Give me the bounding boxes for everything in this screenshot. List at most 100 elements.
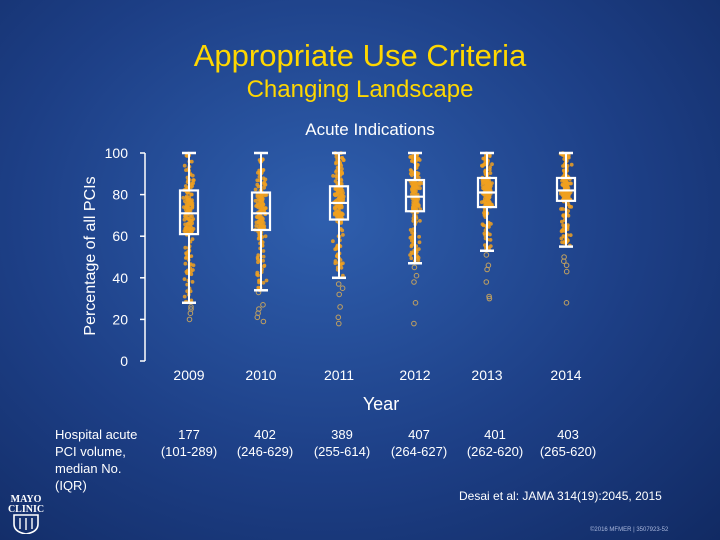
observation-point [486,201,491,206]
y-tick-label: 80 [112,187,128,203]
outlier-point [411,320,417,327]
observation-point [487,154,492,159]
observation-point [411,199,416,204]
observation-point [487,179,492,183]
observation-point [334,187,339,192]
observation-point [257,194,262,199]
observation-point [480,183,485,188]
volume-row-header: Hospital acute PCI volume, median No. (I… [55,427,138,493]
observation-point [189,222,193,227]
observation-point [263,193,268,198]
volume-iqr: (246-629) [236,444,294,459]
observation-point [408,171,413,176]
observation-point [341,233,345,237]
observation-point [482,199,487,204]
outlier-point [411,264,418,271]
observation-point [183,261,188,266]
logo-line-1: MAYO [11,494,42,505]
observation-point [564,181,569,186]
observation-point [412,206,417,211]
outlier-point [255,310,261,317]
observation-point [488,165,492,170]
mayo-clinic-logo: MAYO CLINIC [8,494,44,534]
observation-point [191,227,196,231]
x-axis: 2009 2010 2011 2012 2013 2014 [173,367,581,383]
outlier-point [188,304,194,310]
observation-point [189,298,194,303]
outlier-point [484,266,490,273]
observation-point [566,209,571,213]
observation-point [338,211,343,216]
outlier-point [413,272,420,279]
observation-point [482,156,487,161]
observation-point [416,258,421,263]
volume-iqr: (255-614) [313,444,371,459]
outlier-point [563,268,570,275]
outlier-point [335,314,342,321]
observation-point [408,228,413,232]
observation-point [181,205,186,210]
observation-point [561,223,565,228]
observation-point [184,168,188,173]
observation-point [568,181,572,186]
observation-point [186,205,191,210]
slide-title: Appropriate Use Criteria [193,38,527,73]
observation-point [339,265,344,270]
x-tick-label: 2010 [245,367,276,383]
observation-point [339,178,344,183]
volume-column: 403 (265-620) [528,426,608,460]
y-tick-label: 20 [112,311,128,327]
x-tick-label: 2014 [550,367,581,383]
observation-point [340,188,345,193]
volume-column: 177 (101-289) [149,426,229,460]
volume-column: 402 (246-629) [225,426,305,460]
observation-point [562,184,567,189]
observation-point [416,175,421,180]
slide-subtitle: Changing Landscape [246,76,474,103]
observation-point [191,178,196,183]
volume-iqr: (264-627) [390,444,448,459]
x-tick-label: 2012 [399,367,430,383]
observation-point [408,168,413,172]
logo-line-2: CLINIC [8,504,44,515]
volume-column: 407 (264-627) [379,426,459,460]
observation-point [415,203,420,207]
observation-point [410,238,414,243]
y-tick-label: 60 [112,228,128,244]
observation-point [257,278,261,283]
observation-point [184,201,189,206]
observation-point [332,212,337,217]
observation-point [182,277,187,281]
observation-point [255,270,260,275]
observation-point [413,191,417,196]
volume-iqr: (265-620) [539,444,597,459]
boxes [178,151,577,305]
observation-point [259,217,264,221]
observation-point [568,233,573,238]
observation-point [566,186,571,191]
iqr-box [250,191,272,232]
observation-point [259,197,264,202]
x-tick-label: 2009 [173,367,204,383]
outlier-point [486,295,493,302]
observation-point [189,192,194,197]
observation-point [410,192,414,197]
observation-point [417,234,421,239]
y-axis-label: Percentage of all PCIs [82,176,99,335]
observation-point [487,194,491,199]
observation-point [258,208,263,213]
observation-point [409,250,414,255]
observation-point [187,195,192,200]
observation-point [259,225,263,230]
observation-point [416,171,421,176]
outlier-point [260,318,267,325]
observation-point [182,294,187,299]
observation-point [412,185,416,190]
outlier-point [335,281,342,287]
volume-median: 407 [408,427,430,442]
outlier-point [411,279,417,285]
observation-point [488,238,493,242]
volume-iqr: (262-620) [466,444,524,459]
outlier-point [339,285,346,292]
x-tick-label: 2013 [471,367,502,383]
